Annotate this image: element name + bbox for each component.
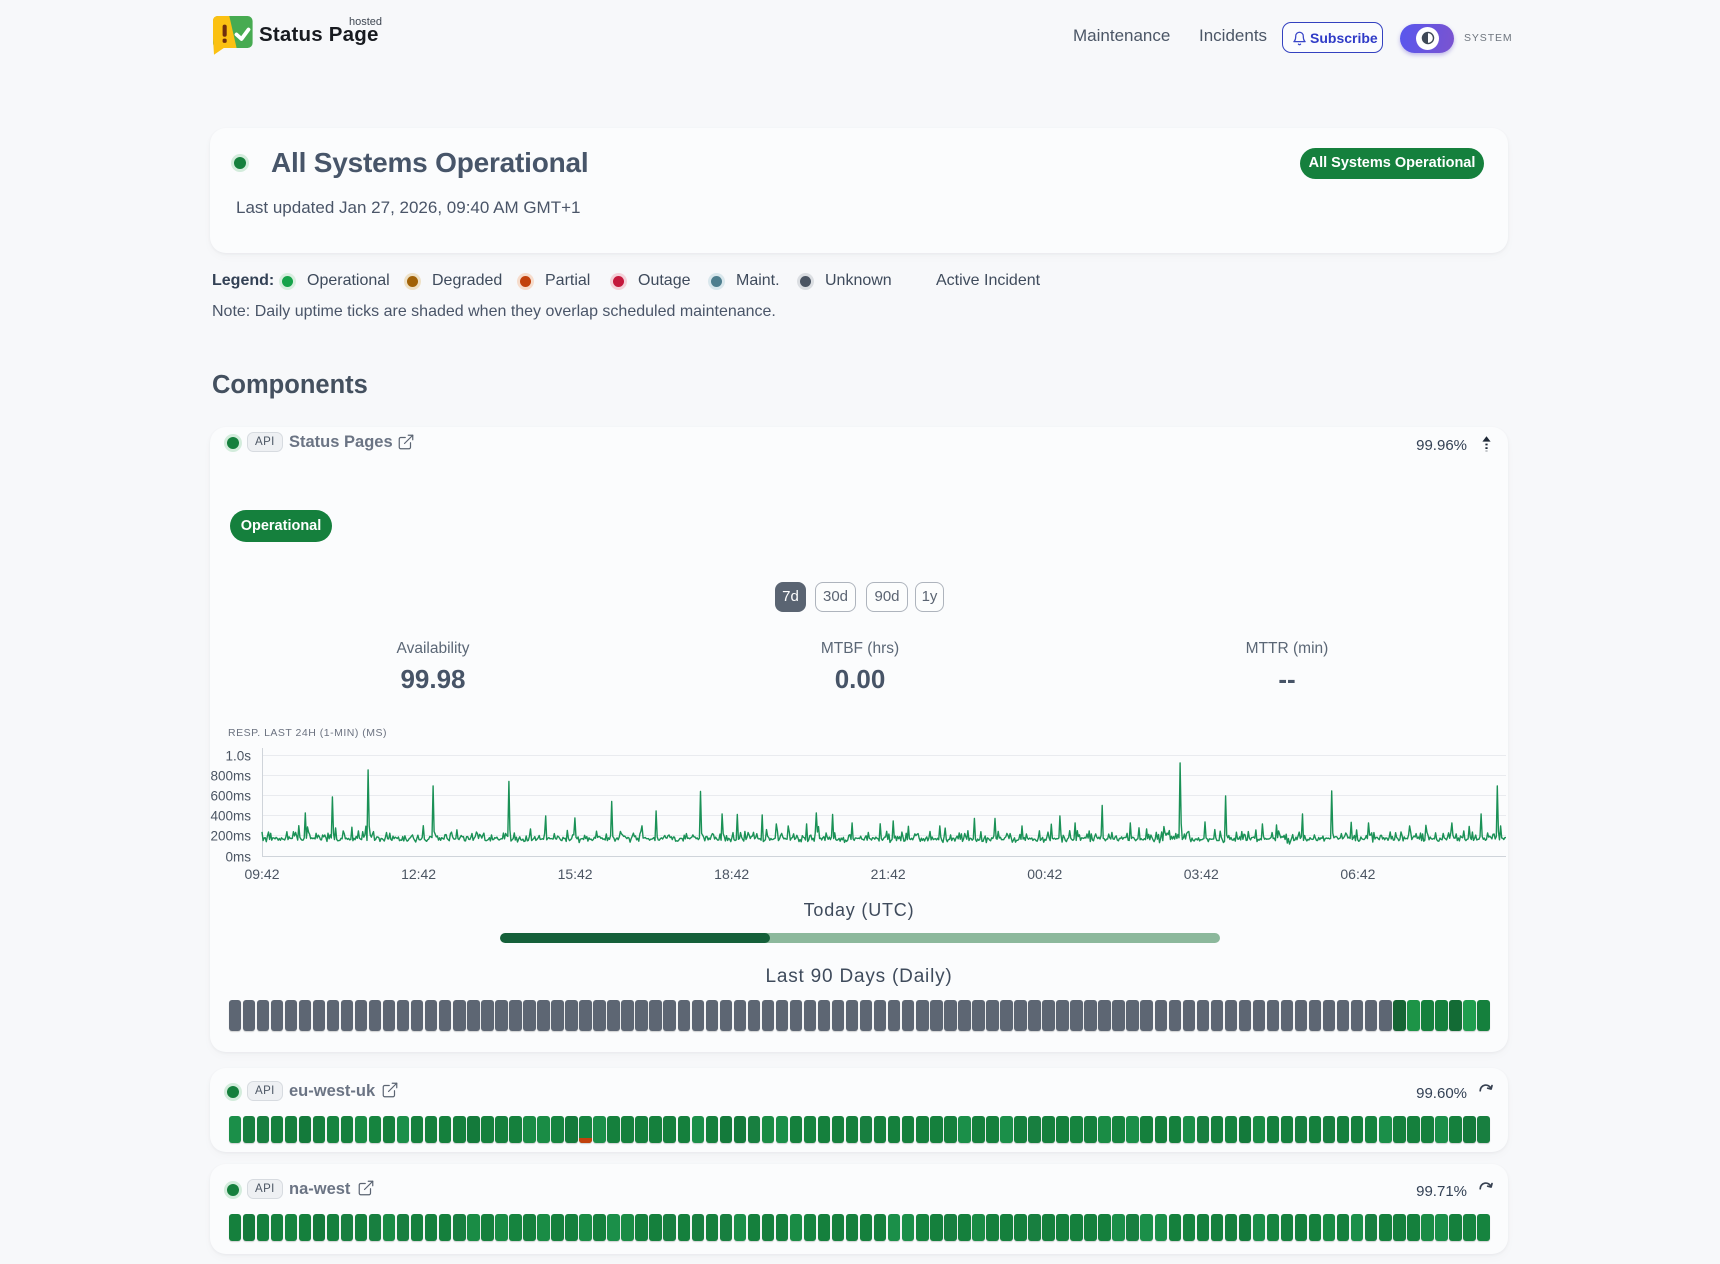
- svg-text:200ms: 200ms: [210, 829, 251, 844]
- svg-text:1.0s: 1.0s: [225, 749, 251, 764]
- svg-text:800ms: 800ms: [210, 769, 251, 784]
- svg-text:15:42: 15:42: [558, 866, 593, 882]
- svg-text:18:42: 18:42: [714, 866, 749, 882]
- svg-text:400ms: 400ms: [210, 809, 251, 824]
- svg-text:12:42: 12:42: [401, 866, 436, 882]
- svg-text:0ms: 0ms: [225, 850, 251, 865]
- svg-text:21:42: 21:42: [871, 866, 906, 882]
- svg-text:03:42: 03:42: [1184, 866, 1219, 882]
- svg-text:600ms: 600ms: [210, 789, 251, 804]
- svg-text:09:42: 09:42: [244, 866, 279, 882]
- svg-text:00:42: 00:42: [1027, 866, 1062, 882]
- svg-text:06:42: 06:42: [1340, 866, 1375, 882]
